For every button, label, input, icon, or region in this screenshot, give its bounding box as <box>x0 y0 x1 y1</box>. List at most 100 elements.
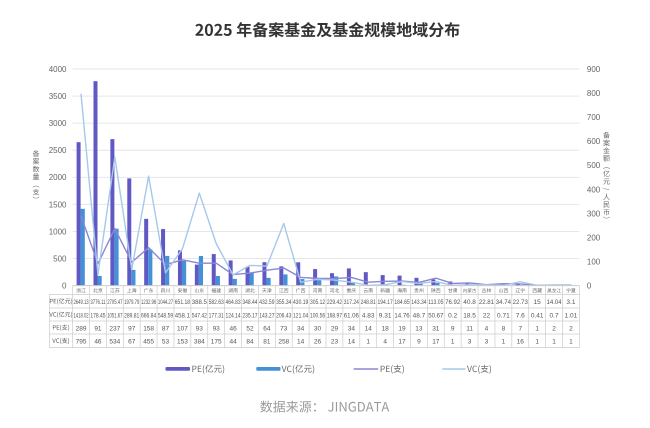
svg-text:3: 3 <box>468 339 472 346</box>
svg-text:52: 52 <box>246 325 254 332</box>
svg-text:455: 455 <box>143 339 154 346</box>
svg-text:14.76: 14.76 <box>394 312 410 319</box>
svg-text:0.7: 0.7 <box>550 312 559 319</box>
svg-text:1: 1 <box>569 339 573 346</box>
svg-text:2500: 2500 <box>49 146 67 155</box>
svg-text:1: 1 <box>535 325 539 332</box>
svg-text:305.12: 305.12 <box>310 299 325 306</box>
svg-text:9.31: 9.31 <box>379 312 392 319</box>
svg-text:2000: 2000 <box>49 173 67 182</box>
svg-text:1051.67: 1051.67 <box>107 312 122 319</box>
svg-text:34.74: 34.74 <box>496 299 512 306</box>
svg-text:2649.13: 2649.13 <box>73 299 88 306</box>
svg-text:2: 2 <box>552 325 556 332</box>
svg-text:235.17: 235.17 <box>242 312 257 319</box>
svg-text:194.17: 194.17 <box>378 299 393 306</box>
svg-text:900: 900 <box>587 65 601 74</box>
svg-text:175: 175 <box>211 339 222 346</box>
svg-text:248.81: 248.81 <box>361 299 376 306</box>
svg-text:14: 14 <box>348 339 356 346</box>
svg-text:61.06: 61.06 <box>344 312 360 319</box>
svg-text:93: 93 <box>196 325 204 332</box>
svg-text:3000: 3000 <box>49 119 67 128</box>
svg-text:22.81: 22.81 <box>479 299 495 306</box>
svg-text:84: 84 <box>246 339 254 346</box>
svg-text:14: 14 <box>365 325 373 332</box>
svg-text:14: 14 <box>297 339 305 346</box>
svg-text:289: 289 <box>76 325 87 332</box>
svg-text:1.01: 1.01 <box>565 312 578 319</box>
svg-text:18: 18 <box>382 325 390 332</box>
svg-text:700: 700 <box>587 113 601 122</box>
svg-text:46: 46 <box>229 325 237 332</box>
svg-text:87: 87 <box>162 325 170 332</box>
svg-text:121.04: 121.04 <box>293 312 308 319</box>
svg-text:1: 1 <box>451 339 455 346</box>
svg-text:91: 91 <box>94 325 102 332</box>
svg-text:30: 30 <box>314 325 322 332</box>
svg-text:100.56: 100.56 <box>310 312 325 319</box>
svg-text:1500: 1500 <box>49 200 67 209</box>
svg-text:19: 19 <box>398 325 406 332</box>
svg-text:107: 107 <box>177 325 188 332</box>
svg-text:158: 158 <box>143 325 154 332</box>
svg-text:178.45: 178.45 <box>90 312 105 319</box>
svg-text:81: 81 <box>263 339 271 346</box>
svg-text:22: 22 <box>483 312 491 319</box>
svg-text:1: 1 <box>552 339 556 346</box>
svg-text:666.84: 666.84 <box>141 312 156 319</box>
svg-text:458.1: 458.1 <box>175 312 191 319</box>
svg-text:3: 3 <box>485 339 489 346</box>
svg-text:1232.96: 1232.96 <box>141 299 156 306</box>
svg-text:177.31: 177.31 <box>209 312 224 319</box>
svg-text:795: 795 <box>76 339 87 346</box>
svg-text:0.71: 0.71 <box>497 312 510 319</box>
svg-text:23: 23 <box>331 339 339 346</box>
svg-text:13: 13 <box>415 325 423 332</box>
svg-text:16: 16 <box>517 339 525 346</box>
svg-text:17: 17 <box>432 339 440 346</box>
svg-text:289.81: 289.81 <box>124 312 139 319</box>
svg-text:34: 34 <box>348 325 356 332</box>
svg-text:1: 1 <box>535 339 539 346</box>
svg-text:97: 97 <box>128 325 136 332</box>
svg-text:432.59: 432.59 <box>259 299 274 306</box>
svg-text:31: 31 <box>432 325 440 332</box>
svg-text:237: 237 <box>109 325 120 332</box>
svg-text:67: 67 <box>128 339 136 346</box>
svg-text:206.43: 206.43 <box>276 312 291 319</box>
svg-text:3.1: 3.1 <box>566 299 575 306</box>
svg-text:400: 400 <box>587 185 601 194</box>
svg-text:48.7: 48.7 <box>413 312 426 319</box>
svg-text:2: 2 <box>569 325 573 332</box>
svg-text:143.27: 143.27 <box>259 312 274 319</box>
svg-text:1044.27: 1044.27 <box>158 299 173 306</box>
svg-text:4: 4 <box>485 325 489 332</box>
svg-text:100: 100 <box>587 257 601 266</box>
svg-text:1: 1 <box>502 339 506 346</box>
svg-text:0.2: 0.2 <box>448 312 457 319</box>
svg-text:7: 7 <box>518 325 522 332</box>
svg-text:548.59: 548.59 <box>158 312 173 319</box>
svg-text:153: 153 <box>177 339 188 346</box>
svg-text:53: 53 <box>162 339 170 346</box>
svg-text:534: 534 <box>109 339 120 346</box>
svg-text:388.5: 388.5 <box>192 299 208 306</box>
svg-text:26: 26 <box>314 339 322 346</box>
svg-text:76.92: 76.92 <box>445 299 461 306</box>
svg-text:384: 384 <box>194 339 205 346</box>
svg-text:1979.79: 1979.79 <box>124 299 139 306</box>
svg-text:50.67: 50.67 <box>428 312 444 319</box>
svg-text:64: 64 <box>263 325 271 332</box>
svg-text:184.65: 184.65 <box>394 299 409 306</box>
svg-text:11: 11 <box>466 325 473 332</box>
svg-text:168.97: 168.97 <box>327 312 342 319</box>
svg-text:317.24: 317.24 <box>344 299 359 306</box>
svg-text:547.42: 547.42 <box>192 312 207 319</box>
svg-text:18.5: 18.5 <box>463 312 476 319</box>
svg-text:8: 8 <box>502 325 506 332</box>
svg-text:300: 300 <box>587 209 601 218</box>
svg-text:1000: 1000 <box>49 227 67 236</box>
svg-text:258: 258 <box>278 339 289 346</box>
svg-text:17: 17 <box>398 339 406 346</box>
